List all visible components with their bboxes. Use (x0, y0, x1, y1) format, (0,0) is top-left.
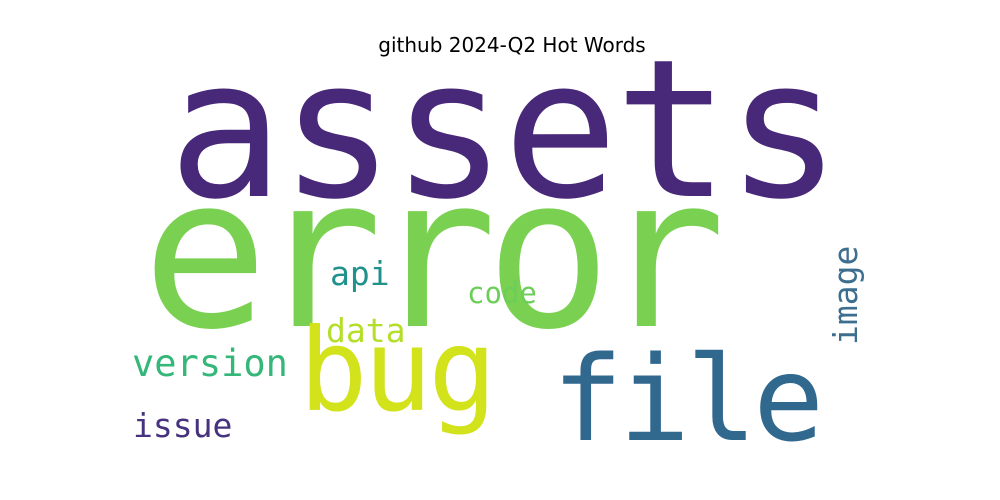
word-assets: assets (168, 19, 838, 242)
word-bug: bug (299, 304, 493, 437)
word-issue: issue (133, 406, 232, 445)
word-error: error (142, 131, 719, 376)
word-image: image (826, 246, 865, 345)
word-version: version (132, 342, 288, 385)
word-file: file (552, 330, 820, 468)
word-api: api (330, 254, 390, 293)
word-data: data (326, 311, 405, 350)
chart-title: github 2024-Q2 Hot Words (378, 33, 645, 57)
word-code: code (467, 276, 537, 310)
